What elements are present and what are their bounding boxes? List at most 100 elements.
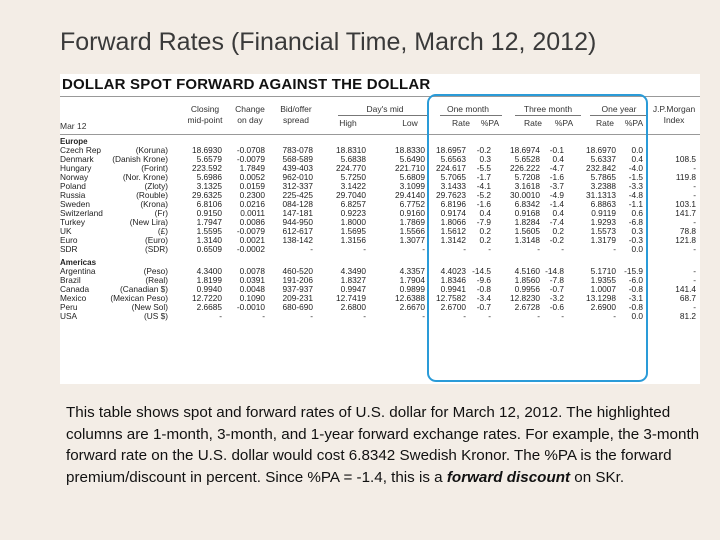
table-row: Mexico (Mexican Peso) 12.7220 0.1090 209-231… [60, 294, 700, 303]
cell-y1-pa: 0.6 [631, 208, 643, 218]
cell-country: Turkey [60, 217, 86, 227]
cell-index: - [693, 190, 696, 200]
cell-m1-pa: -3.4 [476, 293, 491, 303]
cell-closing: 4.3400 [196, 266, 222, 276]
cell-m1-pa: -7.9 [476, 217, 491, 227]
cell-closing: 223.592 [192, 163, 222, 173]
cell-country: Sweden [60, 199, 90, 209]
cell-m1-rate: 0.9174 [440, 208, 466, 218]
cell-low: 12.6388 [395, 293, 425, 303]
cell-low: 5.6809 [399, 172, 425, 182]
cell-bidoffer: 944-950 [282, 217, 313, 227]
cell-m3-rate: 12.8230 [510, 293, 540, 303]
cell-high: 1.3156 [340, 235, 366, 245]
cell-change: 0.0078 [239, 266, 265, 276]
cell-m3-rate: 6.8342 [514, 199, 540, 209]
cell-high: - [363, 311, 366, 321]
cell-m1-rate: 4.4023 [440, 266, 466, 276]
cell-m1-pa: -1.6 [476, 199, 491, 209]
header-daysmid: Day's mid [366, 104, 404, 114]
cell-y1-rate: 5.7865 [590, 172, 616, 182]
cell-m3-pa: -0.1 [549, 145, 564, 155]
cell-m3-pa: 0.2 [552, 226, 564, 236]
cell-m3-rate: 226.222 [510, 163, 540, 173]
header-change: Change on day [235, 104, 265, 125]
table-row: USA (US $) - - - - - - - - - - 0.0 81.2 [60, 312, 700, 321]
cell-country: Canada [60, 284, 90, 294]
cell-low: - [422, 311, 425, 321]
date-label: Mar 12 [60, 121, 87, 131]
cell-index: 108.5 [675, 154, 696, 164]
cell-low: 0.9899 [399, 284, 425, 294]
cell-bidoffer: 460-520 [282, 266, 313, 276]
cell-bidoffer: 138-142 [282, 235, 313, 245]
header-1y-pa: %PA [624, 118, 644, 128]
cell-bidoffer: - [310, 311, 313, 321]
cell-currency: (Fr) [154, 208, 168, 218]
table-row: Norway (Nor. Krone) 5.6986 0.0052 962-010 5.7… [60, 173, 700, 182]
cell-m3-pa: -4.9 [549, 190, 564, 200]
cell-low: 1.3077 [399, 235, 425, 245]
cell-m3-pa: -14.8 [545, 266, 564, 276]
cell-y1-rate: 232.842 [586, 163, 616, 173]
cell-change: - [262, 311, 265, 321]
cell-m3-rate: 5.6528 [514, 154, 540, 164]
cell-high: 5.7250 [340, 172, 366, 182]
cell-currency: (Forint) [141, 163, 168, 173]
cell-y1-rate: 2.6900 [590, 302, 616, 312]
cell-m1-pa: -0.2 [476, 145, 491, 155]
cell-closing: 1.8199 [196, 275, 222, 285]
cell-index: 141.7 [675, 208, 696, 218]
cell-m3-pa: 0.4 [552, 154, 564, 164]
cell-m1-rate: 2.6700 [440, 302, 466, 312]
cell-change: 0.0021 [239, 235, 265, 245]
cell-country: Peru [60, 302, 78, 312]
cell-bidoffer: 612-617 [282, 226, 313, 236]
cell-high: 29.7040 [336, 190, 366, 200]
cell-currency: (Zloty) [144, 181, 168, 191]
header-1y-rate: Rate [596, 118, 614, 128]
cell-low: 29.4140 [395, 190, 425, 200]
cell-m1-pa: -14.5 [472, 266, 491, 276]
cell-low: 5.6490 [399, 154, 425, 164]
cell-index: 81.2 [679, 311, 696, 321]
cell-change: 0.0011 [240, 208, 265, 218]
cell-currency: (Euro) [144, 235, 168, 245]
cell-high: 1.8327 [340, 275, 366, 285]
cell-currency: (Krona) [140, 199, 168, 209]
cell-high: - [363, 244, 366, 254]
cell-high: 12.7419 [336, 293, 366, 303]
cell-currency: (SDR) [144, 244, 168, 254]
cell-m1-rate: 18.6957 [436, 145, 466, 155]
cell-change: -0.0010 [236, 302, 265, 312]
cell-low: 221.710 [395, 163, 425, 173]
caption: This table shows spot and forward rates … [66, 402, 706, 488]
cell-high: 6.8257 [340, 199, 366, 209]
cell-m3-pa: -0.6 [549, 302, 564, 312]
cell-m1-rate: 5.6563 [440, 154, 466, 164]
cell-m3-pa: -3.7 [549, 181, 564, 191]
cell-m1-pa: -1.7 [476, 172, 491, 182]
cell-m3-pa: - [561, 244, 564, 254]
cell-country: Hungary [60, 163, 92, 173]
forward-rates-highlight [427, 94, 648, 382]
cell-low: 2.6670 [399, 302, 425, 312]
header-1m-rate: Rate [452, 118, 470, 128]
header-3m-rate: Rate [524, 118, 542, 128]
table-title: DOLLAR SPOT FORWARD AGAINST THE DOLLAR [62, 76, 431, 93]
cell-m3-rate: 0.9168 [514, 208, 540, 218]
cell-closing: 0.9150 [196, 208, 222, 218]
table-row: Czech Rep (Koruna) 18.6930 -0.0708 783-078 18… [60, 146, 700, 155]
cell-bidoffer: 783-078 [282, 145, 313, 155]
table-row: Argentina (Peso) 4.3400 0.0078 460-520 4.3490… [60, 267, 700, 276]
cell-index: - [693, 275, 696, 285]
cell-bidoffer: 568-589 [282, 154, 313, 164]
cell-m1-pa: - [488, 244, 491, 254]
cell-currency: (Real) [145, 275, 168, 285]
cell-index: 121.8 [675, 235, 696, 245]
cell-currency: (Koruna) [135, 145, 168, 155]
cell-y1-pa: -1.5 [628, 172, 643, 182]
cell-index: 141.4 [675, 284, 696, 294]
cell-closing: 0.6509 [196, 244, 222, 254]
one-month-rule [440, 115, 502, 116]
